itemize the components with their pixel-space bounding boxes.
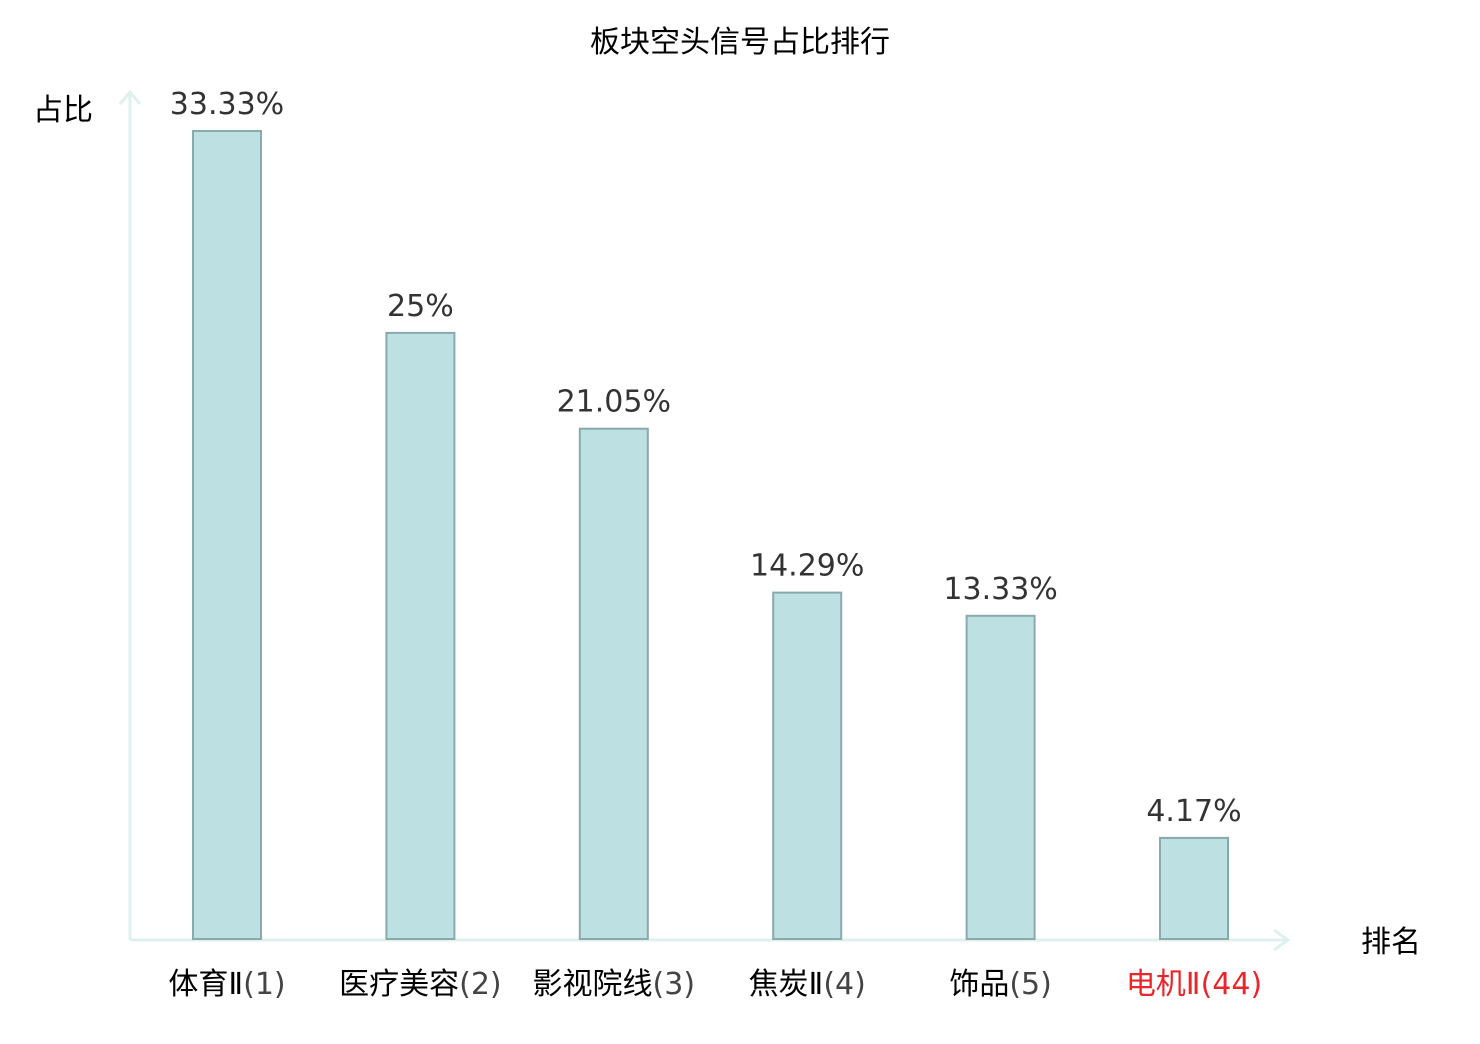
category-rank-1: (1) bbox=[243, 967, 286, 1002]
bars bbox=[192, 130, 1229, 941]
y-axis-arrowhead bbox=[118, 89, 142, 105]
category-label-5: 饰品(5) bbox=[949, 967, 1052, 1002]
bar-3 bbox=[578, 427, 649, 940]
category-label-6: 电机Ⅱ(44) bbox=[1126, 967, 1262, 1002]
category-name-5: 饰品 bbox=[949, 967, 1009, 1002]
category-name-3: 影视院线 bbox=[533, 967, 653, 1002]
category-label-4: 焦炭Ⅱ(4) bbox=[749, 967, 866, 1002]
bar-2 bbox=[385, 331, 456, 940]
category-label-2: 医疗美容(2) bbox=[339, 967, 502, 1002]
chart-title: 板块空头信号占比排行 bbox=[590, 25, 890, 60]
value-label-3: 21.05% bbox=[557, 385, 671, 420]
bar-6 bbox=[1159, 836, 1229, 941]
x-axis-label: 排名 bbox=[1361, 925, 1421, 960]
category-name-2: 医疗美容 bbox=[339, 967, 459, 1002]
y-axis-label: 占比 bbox=[33, 93, 93, 128]
value-label-6: 4.17% bbox=[1146, 794, 1241, 829]
bar-1 bbox=[192, 130, 262, 940]
bar-5 bbox=[965, 614, 1036, 940]
value-labels: 33.33% 25% 21.05% 14.29% 13.33% 4.17% bbox=[170, 87, 1242, 829]
value-label-4: 14.29% bbox=[750, 549, 864, 584]
category-label-1: 体育Ⅱ(1) bbox=[168, 967, 285, 1002]
category-rank-3: (3) bbox=[653, 967, 696, 1002]
x-axis-arrowhead bbox=[1273, 928, 1291, 952]
bar-4 bbox=[772, 591, 843, 940]
category-labels: 体育Ⅱ(1) 医疗美容(2) 影视院线(3) 焦炭Ⅱ(4) 饰品(5) 电机Ⅱ(44) bbox=[168, 967, 1262, 1002]
category-rank-5: (5) bbox=[1009, 967, 1052, 1002]
category-name-6: 电机Ⅱ bbox=[1126, 967, 1201, 1002]
category-rank-6: (44) bbox=[1201, 967, 1263, 1002]
category-rank-2: (2) bbox=[459, 967, 502, 1002]
category-name-1: 体育Ⅱ bbox=[168, 967, 243, 1002]
value-label-1: 33.33% bbox=[170, 87, 284, 122]
value-label-5: 13.33% bbox=[943, 572, 1057, 607]
axes bbox=[118, 89, 1291, 952]
value-label-2: 25% bbox=[387, 289, 454, 324]
category-name-4: 焦炭Ⅱ bbox=[749, 967, 824, 1002]
category-rank-4: (4) bbox=[823, 967, 866, 1002]
category-label-3: 影视院线(3) bbox=[533, 967, 696, 1002]
